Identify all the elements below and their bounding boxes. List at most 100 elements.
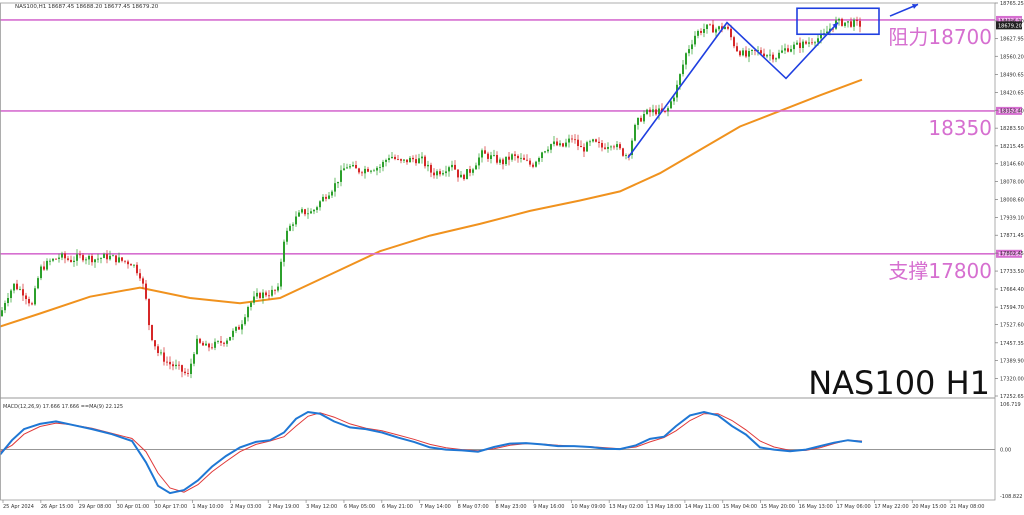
candle-body xyxy=(25,295,27,299)
price-tick-label: 18765.25 xyxy=(1000,1,1024,7)
candle-body xyxy=(298,212,300,217)
candle-body xyxy=(229,337,231,341)
candle-body xyxy=(760,50,762,54)
candle-body xyxy=(421,156,423,159)
candle-body xyxy=(403,159,405,161)
candle-body xyxy=(301,209,303,213)
candle-body xyxy=(766,55,768,57)
price-tick-label: 17871.45 xyxy=(1000,233,1024,239)
candle-body xyxy=(613,146,615,148)
macd-tick-label: 106.719 xyxy=(1000,402,1021,408)
candle-body xyxy=(370,170,372,172)
candle-body xyxy=(265,292,267,296)
candle-body xyxy=(241,324,243,330)
symbol-info: NAS100,H1 18687.45 18688.20 18677.45 186… xyxy=(15,4,159,10)
candle-body xyxy=(757,50,759,51)
annotation-layer xyxy=(627,3,919,159)
candle-body xyxy=(796,42,798,45)
candle-body xyxy=(7,298,9,303)
candle-body xyxy=(199,338,201,343)
price-tick-label: 17664.40 xyxy=(1000,287,1024,293)
candle-body xyxy=(160,352,162,354)
candle-body xyxy=(169,361,171,365)
candle-body xyxy=(646,109,648,114)
candle-body xyxy=(706,24,708,29)
candle-body xyxy=(775,58,777,60)
candle-body xyxy=(322,196,324,202)
candle-body xyxy=(73,260,75,262)
price-tick-label: 18008.60 xyxy=(1000,198,1024,204)
candle-body xyxy=(364,168,366,174)
candle-body xyxy=(292,224,294,226)
candle-body xyxy=(727,26,729,29)
candle-body xyxy=(514,154,516,156)
chart-frame xyxy=(0,2,996,501)
candle-body xyxy=(142,278,144,284)
candle-body xyxy=(661,108,663,112)
candle-body xyxy=(496,155,498,163)
candle-body xyxy=(751,50,753,51)
candle-body xyxy=(586,142,588,152)
time-tick-label: 17 May 06:00 xyxy=(836,504,870,510)
candle-body xyxy=(529,160,531,165)
candle-body xyxy=(145,283,147,299)
macd-tick-label: 0.00 xyxy=(1000,448,1011,454)
candle-body xyxy=(253,296,255,303)
candle-body xyxy=(724,26,726,30)
candle-body xyxy=(331,191,333,196)
breakout-arrowhead xyxy=(912,4,918,9)
candle-body xyxy=(517,155,519,159)
candle-body xyxy=(202,342,204,346)
candle-body xyxy=(127,261,129,265)
time-tick-label: 20 May 15:00 xyxy=(912,504,946,510)
candle-body xyxy=(673,97,675,102)
candle-body xyxy=(121,257,123,261)
time-tick-label: 25 Apr 2024 xyxy=(3,504,34,510)
candle-body xyxy=(463,174,465,180)
candle-body xyxy=(64,253,66,259)
level-tag-label: 17800.00 xyxy=(998,252,1022,258)
candle-body xyxy=(280,261,282,287)
candle-body xyxy=(400,159,402,161)
candle-body xyxy=(682,64,684,75)
candle-body xyxy=(418,158,420,164)
candle-body xyxy=(343,168,345,171)
candle-body xyxy=(319,201,321,208)
candle-body xyxy=(631,140,633,155)
candle-body xyxy=(226,340,228,344)
price-tick-label: 17802.45 xyxy=(1000,251,1024,257)
candle-body xyxy=(28,299,30,304)
candle-body xyxy=(196,338,198,354)
candle-body xyxy=(91,255,93,263)
candle-body xyxy=(790,49,792,52)
candle-body xyxy=(211,347,213,349)
candle-body xyxy=(598,141,600,143)
price-tick-label: 18283.50 xyxy=(1000,126,1024,132)
candle-body xyxy=(355,165,357,169)
candle-body xyxy=(55,258,57,260)
candle-body xyxy=(316,207,318,210)
candle-body xyxy=(841,18,843,26)
candle-body xyxy=(412,157,414,160)
price-tick-label: 18146.60 xyxy=(1000,162,1024,168)
candle-body xyxy=(805,41,807,44)
candle-body xyxy=(352,165,354,167)
time-tick-label: 15 May 20:00 xyxy=(761,504,795,510)
price-tick-label: 18420.65 xyxy=(1000,91,1024,97)
candle-body xyxy=(79,254,81,256)
candle-body xyxy=(619,144,621,149)
candle-body xyxy=(31,303,33,305)
time-tick-label: 2 May 19:00 xyxy=(268,504,299,510)
candle-body xyxy=(313,209,315,212)
candle-body xyxy=(217,341,219,342)
candle-body xyxy=(328,195,330,199)
candle-body xyxy=(427,164,429,167)
candle-body xyxy=(40,266,42,279)
candle-body xyxy=(853,19,855,27)
candle-body xyxy=(583,147,585,152)
time-tick-label: 6 May 21:00 xyxy=(382,504,413,510)
candle-body xyxy=(271,289,273,296)
candle-body xyxy=(193,354,195,364)
trend-line xyxy=(627,21,839,159)
candle-body xyxy=(349,166,351,168)
